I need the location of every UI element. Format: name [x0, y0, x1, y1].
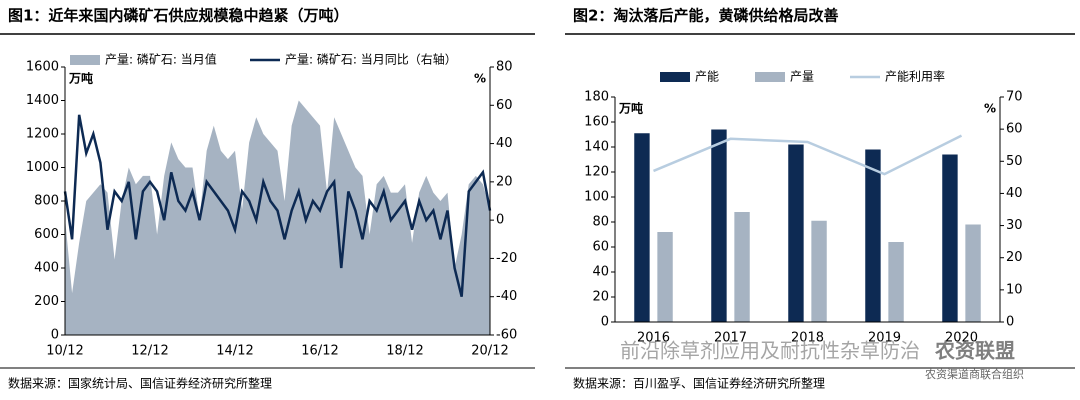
y2-tick-label: 40 [1006, 186, 1023, 201]
legend-swatch [755, 72, 785, 82]
y-tick-label: 1400 [26, 93, 59, 108]
y2-tick-label: 10 [1006, 282, 1023, 297]
y2-tick-label: 70 [1006, 90, 1023, 105]
x-tick-label: 2020 [945, 331, 978, 346]
bar [711, 129, 727, 322]
x-tick-label: 2017 [714, 331, 747, 346]
chart: 图1：近年来国内磷矿石供应规模稳中趋紧（万吨） 数据来源：国家统计局、国信证券经济… [0, 7, 535, 391]
watermark-sub: 农资渠道商联合组织 [925, 367, 1024, 381]
legend-label: 产能利用率 [885, 69, 945, 84]
y2-unit: % [984, 102, 996, 116]
y-tick-label: 180 [584, 90, 609, 105]
legend-swatch [70, 55, 100, 65]
y-tick-label: 400 [34, 261, 59, 276]
y2-tick-label: 0 [496, 213, 504, 228]
x-tick-label: 10/12 [46, 344, 83, 359]
x-tick-label: 16/12 [301, 344, 338, 359]
x-tick-label: 2016 [637, 331, 670, 346]
bar [734, 212, 750, 322]
legend-label: 产能 [695, 70, 719, 84]
legend-label: 产量: 磷矿石: 当月值 [105, 52, 217, 67]
x-tick-label: 18/12 [386, 344, 423, 359]
y-tick-label: 600 [34, 227, 59, 242]
y2-tick-label: 20 [496, 174, 513, 189]
chart-title: 图2：淘汰落后产能，黄磷供给格局改善 [573, 7, 838, 25]
y2-tick-label: 0 [1006, 315, 1014, 330]
y-tick-label: 120 [584, 165, 609, 180]
y2-tick-label: 40 [496, 136, 513, 151]
x-tick-label: 14/12 [216, 344, 253, 359]
x-tick-label: 12/12 [131, 344, 168, 359]
y2-tick-label: 50 [1006, 154, 1023, 169]
y-tick-label: 1200 [26, 127, 59, 142]
legend-label: 产量 [790, 70, 814, 84]
legend-label: 产量: 磷矿石: 当月同比（右轴） [285, 52, 457, 67]
x-tick-label: 2019 [868, 331, 901, 346]
y-tick-label: 1000 [26, 160, 59, 175]
legend-swatch [660, 72, 690, 82]
source: 数据来源：国家统计局、国信证券经济研究所整理 [8, 376, 272, 391]
y2-tick-label: -20 [496, 251, 517, 266]
y2-tick-label: 80 [496, 60, 513, 75]
x-tick-label: 2018 [791, 331, 824, 346]
y-tick-label: 80 [592, 215, 609, 230]
bar [942, 154, 958, 322]
charts: 图1：近年来国内磷矿石供应规模稳中趋紧（万吨） 数据来源：国家统计局、国信证券经济… [0, 7, 1075, 391]
area [65, 100, 490, 335]
y-tick-label: 1600 [26, 60, 59, 75]
y-tick-label: 160 [584, 115, 609, 130]
y-unit: 万吨 [68, 71, 93, 86]
y-unit: 万吨 [618, 101, 643, 116]
source: 数据来源：百川盈孚、国信证券经济研究所整理 [573, 376, 825, 391]
y-tick-label: 20 [592, 290, 609, 305]
x-tick-label: 20/12 [471, 344, 508, 359]
y2-tick-label: -60 [496, 328, 517, 343]
y-tick-label: 140 [584, 140, 609, 155]
y2-tick-label: 60 [496, 98, 513, 113]
y2-tick-label: 60 [1006, 122, 1023, 137]
watermark-logo: 农资联盟 [934, 339, 1015, 363]
watermark: 前沿除草剂应用及耐抗性杂草防治 [620, 339, 920, 363]
bar [888, 242, 904, 322]
bar [634, 133, 650, 322]
line [63, 114, 492, 298]
y-tick-label: 0 [51, 328, 59, 343]
y2-tick-label: 20 [1006, 250, 1023, 265]
bar [811, 220, 827, 322]
line [653, 134, 963, 176]
y-tick-label: 100 [584, 190, 609, 205]
y2-unit: % [474, 72, 486, 86]
chart-title: 图1：近年来国内磷矿石供应规模稳中趋紧（万吨） [8, 7, 348, 25]
bar [788, 144, 804, 322]
y-tick-label: 200 [34, 294, 59, 309]
bar [965, 224, 981, 322]
bar [657, 232, 673, 322]
y-tick-label: 60 [592, 240, 609, 255]
y2-tick-label: 30 [1006, 218, 1023, 233]
y-tick-label: 800 [34, 194, 59, 209]
y-tick-label: 0 [601, 315, 609, 330]
y2-tick-label: -40 [496, 289, 517, 304]
y-tick-label: 40 [592, 265, 609, 280]
bar [865, 149, 881, 322]
